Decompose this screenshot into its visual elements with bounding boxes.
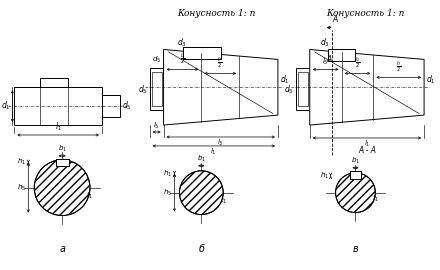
Bar — [152, 72, 161, 106]
Text: $\frac{l_7}{2}$: $\frac{l_7}{2}$ — [396, 60, 402, 75]
Bar — [40, 78, 68, 87]
Circle shape — [34, 160, 90, 215]
Text: $t_1$: $t_1$ — [372, 193, 380, 204]
Text: $b_1$: $b_1$ — [58, 144, 66, 154]
Text: $d_5$: $d_5$ — [122, 100, 132, 112]
Text: $h_5$: $h_5$ — [163, 188, 172, 198]
Circle shape — [336, 173, 375, 212]
Text: $\frac{l_7}{2}$: $\frac{l_7}{2}$ — [217, 56, 223, 71]
Text: $d_5$: $d_5$ — [284, 83, 294, 96]
Text: А: А — [326, 55, 331, 64]
Text: $h_1$: $h_1$ — [163, 169, 172, 179]
Text: А - А: А - А — [358, 146, 376, 155]
Bar — [298, 72, 308, 106]
Text: $\frac{l_2}{2}$: $\frac{l_2}{2}$ — [180, 52, 185, 68]
Text: $d_1$: $d_1$ — [426, 73, 436, 86]
Text: $d_1$: $d_1$ — [1, 100, 11, 112]
Bar — [328, 49, 356, 61]
Text: $l_1$: $l_1$ — [210, 147, 217, 157]
Text: $t_1$: $t_1$ — [86, 190, 93, 201]
Text: $d_5$: $d_5$ — [152, 55, 161, 65]
Text: $d_3$: $d_3$ — [176, 36, 187, 49]
Text: $l_1$: $l_1$ — [363, 139, 370, 149]
Text: $l_3$: $l_3$ — [217, 138, 224, 148]
Bar — [15, 87, 102, 125]
Text: $h_1$: $h_1$ — [17, 157, 26, 167]
Text: $l_5$: $l_5$ — [323, 57, 329, 68]
Text: $b_1$: $b_1$ — [197, 154, 206, 164]
Bar — [296, 68, 310, 110]
Text: $t_1$: $t_1$ — [220, 195, 227, 206]
Text: $d_1$: $d_1$ — [280, 73, 290, 86]
Bar — [55, 159, 69, 166]
Text: $h_5$: $h_5$ — [17, 183, 26, 193]
Text: $d_5$: $d_5$ — [138, 83, 148, 96]
Text: $h_1$: $h_1$ — [319, 171, 329, 181]
Polygon shape — [164, 49, 278, 125]
Text: Конусность 1: n: Конусность 1: n — [177, 9, 256, 18]
Polygon shape — [310, 49, 424, 125]
Text: б: б — [198, 244, 204, 254]
Text: $l_5$: $l_5$ — [153, 121, 160, 131]
Bar — [150, 68, 164, 110]
Circle shape — [180, 171, 223, 215]
Text: а: а — [59, 244, 65, 254]
Bar — [183, 48, 221, 59]
Bar — [102, 95, 120, 117]
Text: в: в — [352, 244, 358, 254]
Text: $l_1$: $l_1$ — [55, 120, 62, 133]
Text: Конусность 1: n: Конусность 1: n — [326, 9, 405, 18]
Text: $d_3$: $d_3$ — [320, 36, 330, 49]
Text: $b_1$: $b_1$ — [351, 156, 360, 166]
Text: А: А — [332, 15, 337, 23]
Bar — [349, 171, 361, 179]
Text: $\frac{l_2}{2}$: $\frac{l_2}{2}$ — [355, 56, 360, 71]
